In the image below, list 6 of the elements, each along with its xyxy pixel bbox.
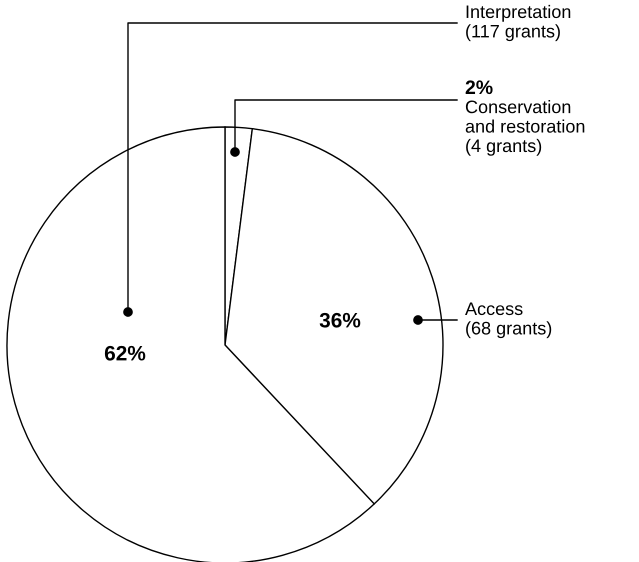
data-label: 62% — [104, 346, 146, 361]
slice-label: Interpretation (117 grants) — [466, 4, 570, 42]
data-label: 36% — [320, 312, 360, 328]
slice-label: Conservation and restoration (4 grants) — [466, 100, 584, 156]
data-label: 2% — [466, 80, 493, 94]
legend-label: Access (68 grants) — [465, 302, 552, 338]
